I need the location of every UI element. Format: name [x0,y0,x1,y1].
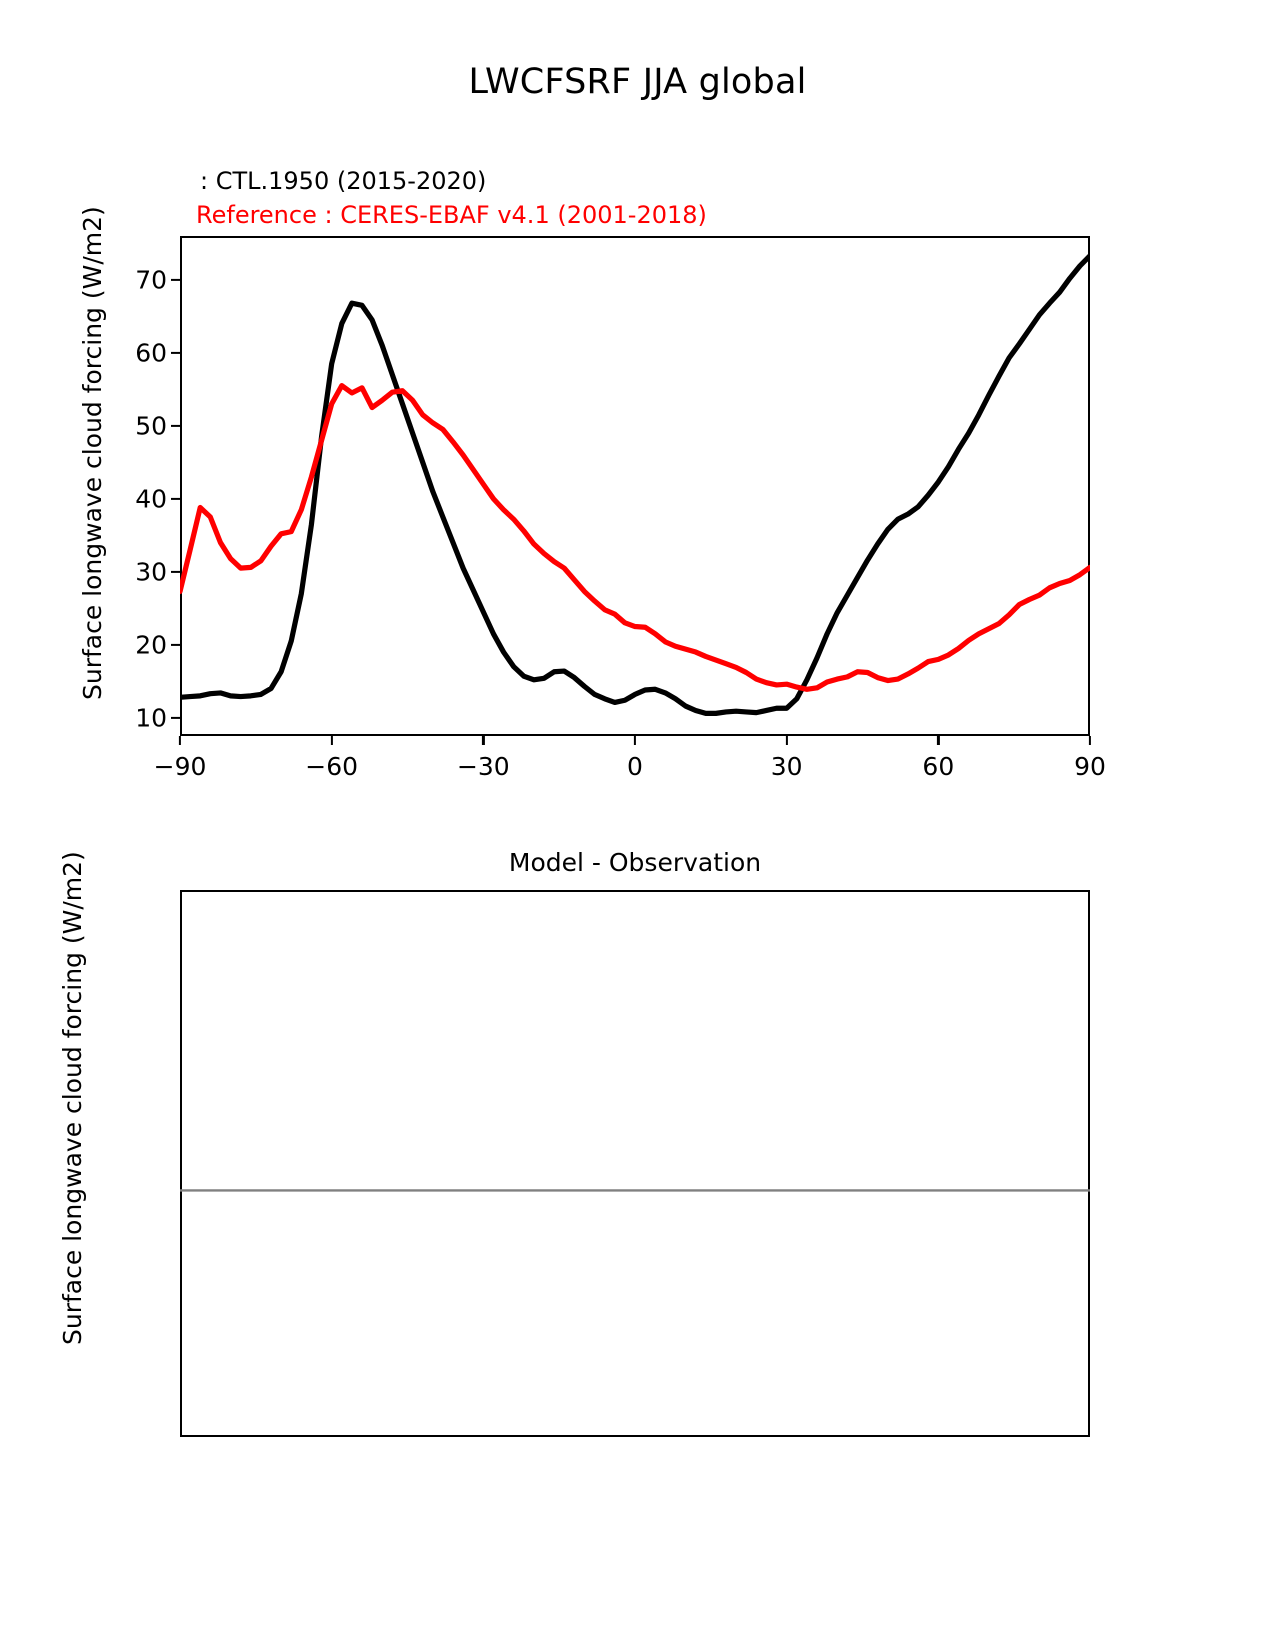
x-axis-tick-label: 30 [770,752,803,781]
legend-entry-model: : CTL.1950 (2015-2020) [200,167,487,195]
x-axis-tick-label: 60 [922,752,955,781]
y-axis-tick-label: 50 [135,411,167,441]
legend: : CTL.1950 (2015-2020) Reference : CERES… [196,164,707,232]
x-axis-tick-label: −60 [305,752,359,781]
y-axis-tick-label: 60 [135,338,167,368]
y-axis-tick-label: 30 [135,557,167,587]
figure-title: LWCFSRF JJA global [468,62,807,102]
x-axis-tick-label: 90 [1074,752,1106,781]
legend-entry-reference: Reference : CERES-EBAF v4.1 (2001-2018) [196,201,707,229]
x-axis-tick-label: −30 [456,752,510,781]
top-plot-panel: 10 20 30 40 50 60 70 −90 −60 −30 0 30 60 90 [135,236,1106,781]
data-series-line-1 [180,383,1090,692]
y-axis-tick-mark [171,497,180,500]
x-axis-tick-mark [178,736,182,745]
bottom-plot-panel: Model - Observation [180,848,1090,1437]
y-axis-tick-mark [171,570,180,573]
bottom-plot-canvas [180,1189,1090,1192]
x-axis-tick-label: −90 [153,752,207,781]
bottom-plot-frame [180,890,1090,1437]
x-axis-tick-mark [937,736,940,745]
x-axis-tick-mark [633,736,637,745]
x-axis-tick-mark [1088,736,1092,745]
y-axis-tick-label: 20 [135,630,167,660]
x-axis-tick-mark [785,736,788,745]
x-axis-tick-label: 0 [627,752,643,781]
top-plot-y-axis-label: Surface longwave cloud forcing (W/m2) [78,206,107,700]
data-series-line-0 [180,253,1090,716]
y-axis-tick-label: 70 [135,265,167,295]
bottom-plot-y-axis-label: Surface longwave cloud forcing (W/m2) [58,851,87,1345]
bottom-plot-title: Model - Observation [508,848,762,877]
y-axis-tick-label: 40 [135,484,167,514]
y-axis-tick-mark [171,424,180,427]
x-axis-tick-mark [330,736,333,745]
top-plot-canvas [180,253,1090,716]
y-axis-tick-mark [171,643,180,646]
x-axis-tick-mark [482,736,485,745]
y-axis-tick-label: 10 [135,703,167,733]
y-axis-tick-mark [171,716,180,719]
y-axis-tick-mark [171,351,180,354]
y-axis-tick-mark [171,278,180,281]
